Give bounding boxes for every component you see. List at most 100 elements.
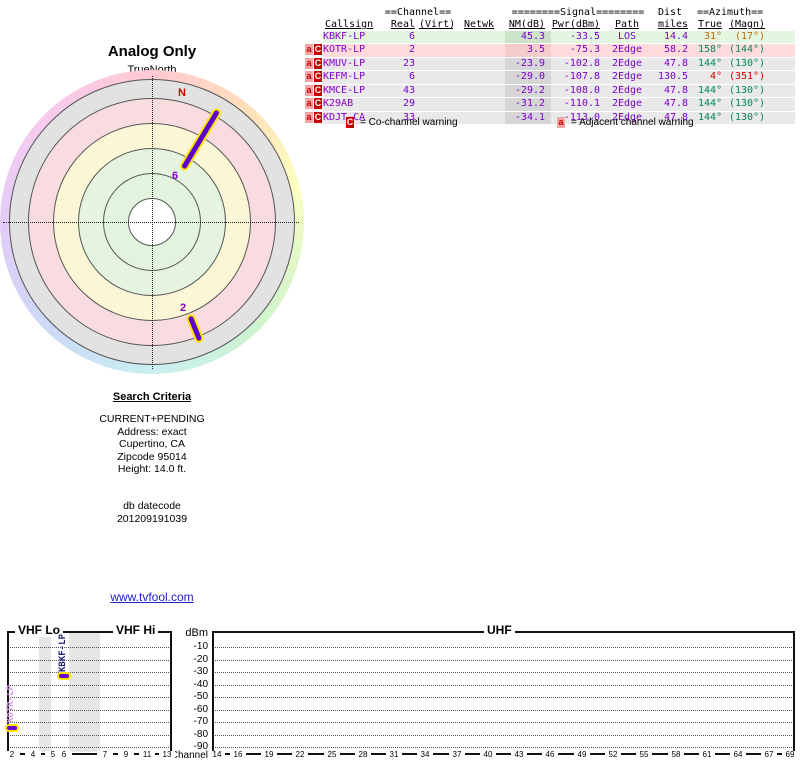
azimuth-magn-cell: (351°)	[724, 70, 771, 85]
azimuth-magn-cell: (130°)	[724, 111, 771, 125]
callsign-cell: KMCE-LP	[323, 84, 383, 98]
virt-channel-cell	[415, 111, 454, 125]
adjacent-warning-icon: a	[305, 44, 313, 55]
netwk-cell	[453, 43, 506, 58]
azimuth-true-cell: 144°	[690, 97, 725, 112]
dbm-tick: -20	[193, 654, 208, 665]
dbm-tick: -30	[193, 666, 208, 677]
uhf-panel	[212, 631, 795, 755]
col-header-netwk: Netwk	[463, 19, 495, 30]
channel-tick: 7	[97, 751, 113, 759]
radar-vertical-axis	[152, 76, 153, 369]
azimuth-magn-cell: (130°)	[724, 97, 771, 112]
adjacent-legend-text: = Adjacent channel warning	[571, 117, 694, 128]
azimuth-magn-cell: (144°)	[724, 43, 771, 58]
channel-tick: 61	[699, 751, 715, 759]
channel-tick: 13	[159, 751, 175, 759]
virt-channel-cell	[415, 70, 454, 85]
path-cell: 2Edge	[603, 111, 652, 125]
col-header-virt: (Virt)	[419, 19, 454, 30]
virt-channel-cell	[415, 31, 454, 44]
path-cell: 2Edge	[603, 43, 652, 58]
pwr-cell: -75.3	[551, 43, 604, 58]
gridline	[215, 747, 792, 748]
channel-tick: 37	[449, 751, 465, 759]
channel-tick: 69	[782, 751, 798, 759]
marker-label-kotr-lp: KOTR-LP	[6, 685, 16, 723]
site-link-wrap: www.tvfool.com	[0, 590, 304, 604]
col-header-path: Path	[614, 19, 640, 30]
real-channel-cell: 29	[383, 97, 415, 112]
radar-spoke-label-2: 2	[180, 302, 187, 314]
channel-tick: 9	[118, 751, 134, 759]
col-header-real: Real	[390, 19, 415, 30]
gridline	[215, 735, 792, 736]
channel-tick: 49	[574, 751, 590, 759]
search-line: Cupertino, CA	[119, 438, 185, 450]
channel-tick: 14	[209, 751, 225, 759]
gridline	[10, 735, 169, 736]
col-header-magn: (Magn)	[728, 19, 766, 30]
dbm-tick: -60	[193, 704, 208, 715]
table-header-row: Callsign Real (Virt) Netwk NM(dB) Pwr(dB…	[305, 19, 795, 31]
channel-tick: 11	[139, 751, 155, 759]
real-channel-cell: 43	[383, 84, 415, 98]
azimuth-true-cell: 144°	[690, 111, 725, 125]
azimuth-true-cell: 158°	[690, 43, 725, 58]
signal-marker-kotr-lp	[5, 724, 19, 732]
azimuth-true-cell: 4°	[690, 70, 725, 85]
callsign-cell: KBKF-LP	[323, 31, 383, 44]
channel-tick: 4	[25, 751, 41, 759]
virt-channel-cell	[415, 57, 454, 71]
tvfool-link[interactable]: www.tvfool.com	[110, 590, 194, 604]
vhf-panel	[7, 631, 172, 755]
netwk-cell	[453, 70, 506, 85]
pwr-cell: -108.0	[551, 84, 604, 98]
cochannel-warning-icon: C	[346, 117, 354, 128]
gridline	[215, 672, 792, 673]
gridline	[215, 660, 792, 661]
nm-cell: -29.0	[505, 70, 552, 85]
group-header-signal: ========Signal========	[511, 7, 645, 18]
gridline	[215, 722, 792, 723]
db-datecode-label: db datecode	[123, 500, 181, 512]
fm-gap-band	[69, 633, 100, 752]
channel-tick: 67	[761, 751, 777, 759]
real-channel-cell: 33	[383, 111, 415, 125]
channel-tick: 40	[480, 751, 496, 759]
azimuth-true-cell: 31°	[690, 31, 725, 44]
azimuth-magn-cell: (130°)	[724, 84, 771, 98]
real-channel-cell: 23	[383, 57, 415, 71]
real-channel-cell: 6	[383, 31, 415, 44]
gridline	[10, 722, 169, 723]
channel-tick: 58	[668, 751, 684, 759]
adjacent-warning-icon: a	[305, 111, 313, 123]
gridline	[10, 660, 169, 661]
adjacent-warning-icon: a	[305, 57, 313, 69]
netwk-cell	[453, 57, 506, 71]
radar-title: Analog Only	[107, 43, 197, 60]
nm-cell: -31.2	[505, 97, 552, 112]
channel-tick: 55	[636, 751, 652, 759]
band-label-uhf: UHF	[484, 624, 515, 637]
virt-channel-cell	[415, 43, 454, 58]
marker-label-kbkf-lp: KBKF-LP	[58, 634, 68, 672]
channel-axis-label: Channel	[170, 750, 208, 761]
gridline	[215, 710, 792, 711]
adjacent-warning-icon: a	[305, 84, 313, 96]
netwk-cell	[453, 111, 506, 125]
miles-cell: 47.8	[651, 84, 691, 98]
db-datecode-value: 201209191039	[116, 512, 188, 525]
azimuth-true-cell: 144°	[690, 57, 725, 71]
channel-tick: 43	[511, 751, 527, 759]
nm-cell: 45.3	[505, 31, 552, 44]
channel-tick: 64	[730, 751, 746, 759]
netwk-cell	[453, 97, 506, 112]
